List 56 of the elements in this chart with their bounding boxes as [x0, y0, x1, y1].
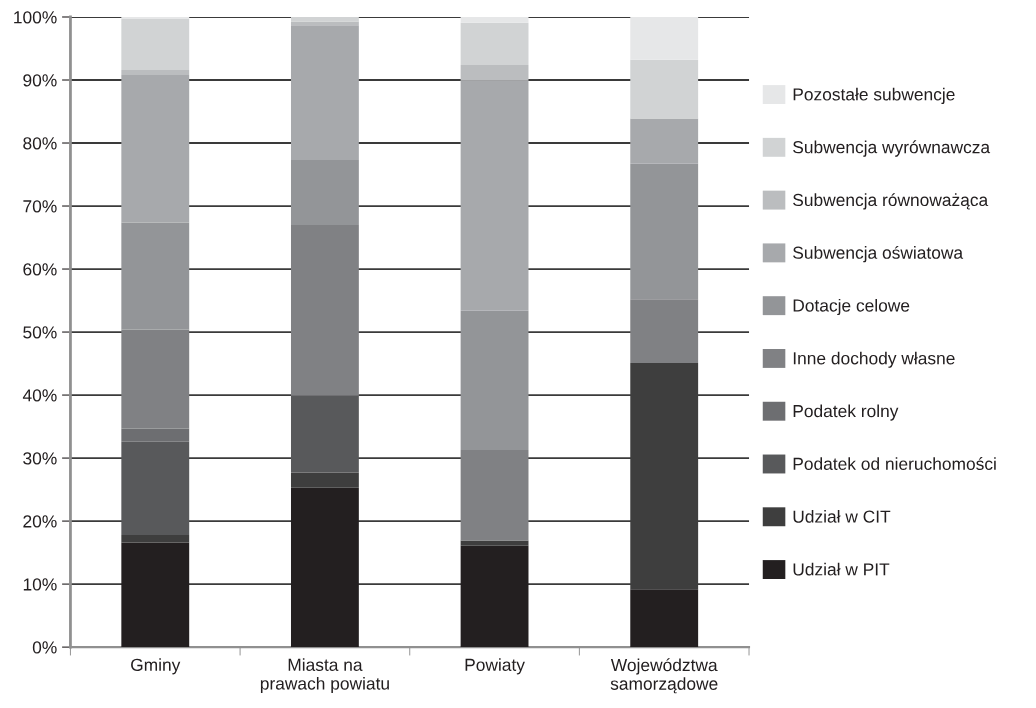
- legend-label: Subwencja oświatowa: [793, 245, 964, 263]
- bar: [460, 64, 529, 81]
- bar: [121, 534, 190, 543]
- bar: [460, 545, 529, 648]
- bar: [460, 540, 529, 546]
- y-tick-label: 40%: [22, 389, 57, 402]
- bar: [630, 16, 699, 60]
- legend-label: Udział w PIT: [793, 562, 890, 576]
- legend-label: Subwencja równoważąca: [793, 193, 989, 210]
- bar: [290, 16, 359, 22]
- legend-label: Podatek rolny: [793, 404, 899, 421]
- bar: [460, 310, 529, 450]
- x-tick-label: Miasta na prawach powiatu: [260, 658, 389, 694]
- x-tick-label: Województwa samorządowe: [610, 658, 718, 694]
- bar: [630, 299, 699, 363]
- bar: [121, 222, 190, 330]
- bar: [121, 74, 190, 223]
- y-tick-label: 50%: [23, 326, 57, 339]
- y-tick-label: 60%: [23, 263, 57, 276]
- y-tick-label: 30%: [23, 452, 57, 465]
- legend-label: Pozostałe subwencje: [793, 87, 955, 104]
- y-tick-label: 20%: [23, 515, 57, 528]
- bar: [630, 589, 699, 648]
- bar: [121, 441, 190, 535]
- bar: [630, 59, 699, 119]
- bar: [290, 25, 359, 161]
- bar: [290, 160, 359, 225]
- bar: [630, 118, 699, 164]
- bar: [121, 542, 190, 648]
- y-tick-label: 10%: [23, 578, 57, 591]
- y-tick-label: 80%: [23, 137, 57, 150]
- bar: [121, 428, 190, 442]
- legend-label: Inne dochody własne: [793, 351, 955, 368]
- legend-label: Podatek od nieruchomości: [793, 457, 996, 470]
- bar: [290, 472, 359, 488]
- bar: [290, 224, 359, 396]
- y-tick-label: 70%: [23, 200, 57, 213]
- bar: [121, 69, 190, 75]
- y-tick-label: 0%: [32, 641, 57, 654]
- legend-label: Subwencja wyrównawcza: [793, 140, 991, 157]
- bar: [460, 16, 529, 23]
- bar: [460, 449, 529, 541]
- legend-label: Dotacje celowe: [793, 298, 910, 316]
- y-tick-label: 100%: [14, 11, 57, 24]
- bar: [290, 395, 359, 473]
- y-tick-label: 90%: [23, 74, 57, 87]
- legend-label: Udział w CIT: [793, 510, 891, 523]
- bar: [121, 329, 190, 429]
- bar: [460, 80, 529, 311]
- bar: [290, 21, 359, 26]
- x-tick-label: Powiaty: [465, 658, 525, 675]
- bar: [290, 487, 359, 648]
- bar: [460, 22, 529, 65]
- x-tick-label: Gminy: [131, 658, 181, 675]
- bar: [121, 18, 190, 70]
- bar: [630, 163, 699, 300]
